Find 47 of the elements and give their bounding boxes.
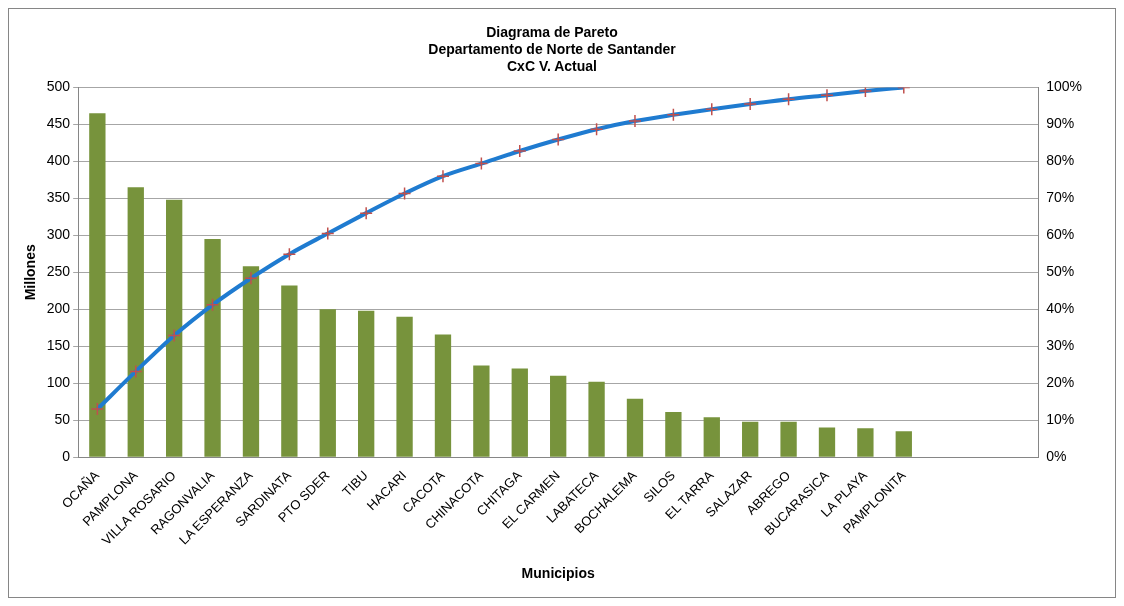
y-tick-label: 300 (46, 226, 71, 243)
bar (742, 421, 759, 457)
y-tick-label: 450 (46, 115, 71, 132)
y-tick-label: 200 (46, 300, 71, 317)
y-tick-label: 150 (46, 337, 71, 354)
bar (166, 199, 183, 457)
y-tick-label: 400 (46, 152, 71, 169)
bar (319, 309, 336, 457)
bar (434, 334, 452, 457)
y-tick-label: 100 (46, 374, 71, 391)
y2-tick-label: 0% (1046, 448, 1067, 465)
y-axis-title: Millones (22, 244, 39, 301)
bar (818, 427, 836, 457)
bar (857, 428, 874, 457)
bar (127, 187, 144, 457)
bar (665, 412, 682, 457)
y-tick-label: 500 (46, 78, 71, 95)
y2-tick-label: 60% (1046, 226, 1075, 243)
bar (626, 398, 644, 457)
chart-title: Diagrama de Pareto Departamento de Norte de Santander CxC V. Actual (428, 24, 677, 74)
y-tick-label: 50 (54, 411, 71, 428)
y2-tick-label: 30% (1046, 337, 1075, 354)
bar (550, 375, 567, 457)
y-tick-label: 250 (46, 263, 71, 280)
bar (358, 310, 375, 457)
y-tick-label: 350 (46, 189, 71, 206)
bar (588, 381, 605, 457)
y2-tick-label: 80% (1046, 152, 1075, 169)
x-axis-title: Municipios (521, 565, 595, 582)
y2-tick-label: 100% (1046, 78, 1083, 95)
bar (895, 431, 912, 457)
bar (204, 239, 221, 457)
y2-tick-label: 10% (1046, 411, 1075, 428)
y2-tick-label: 20% (1046, 374, 1075, 391)
bar (281, 285, 298, 457)
bar (89, 113, 106, 457)
bar (703, 417, 720, 457)
y2-tick-label: 90% (1046, 115, 1075, 132)
bar (242, 266, 260, 457)
y2-tick-label: 40% (1046, 300, 1075, 317)
y2-tick-label: 50% (1046, 263, 1075, 280)
bar (511, 368, 528, 457)
bar (473, 365, 490, 457)
bar (780, 421, 797, 457)
bar (396, 316, 413, 457)
y-tick-label: 0 (62, 448, 71, 465)
y2-tick-label: 70% (1046, 189, 1075, 206)
